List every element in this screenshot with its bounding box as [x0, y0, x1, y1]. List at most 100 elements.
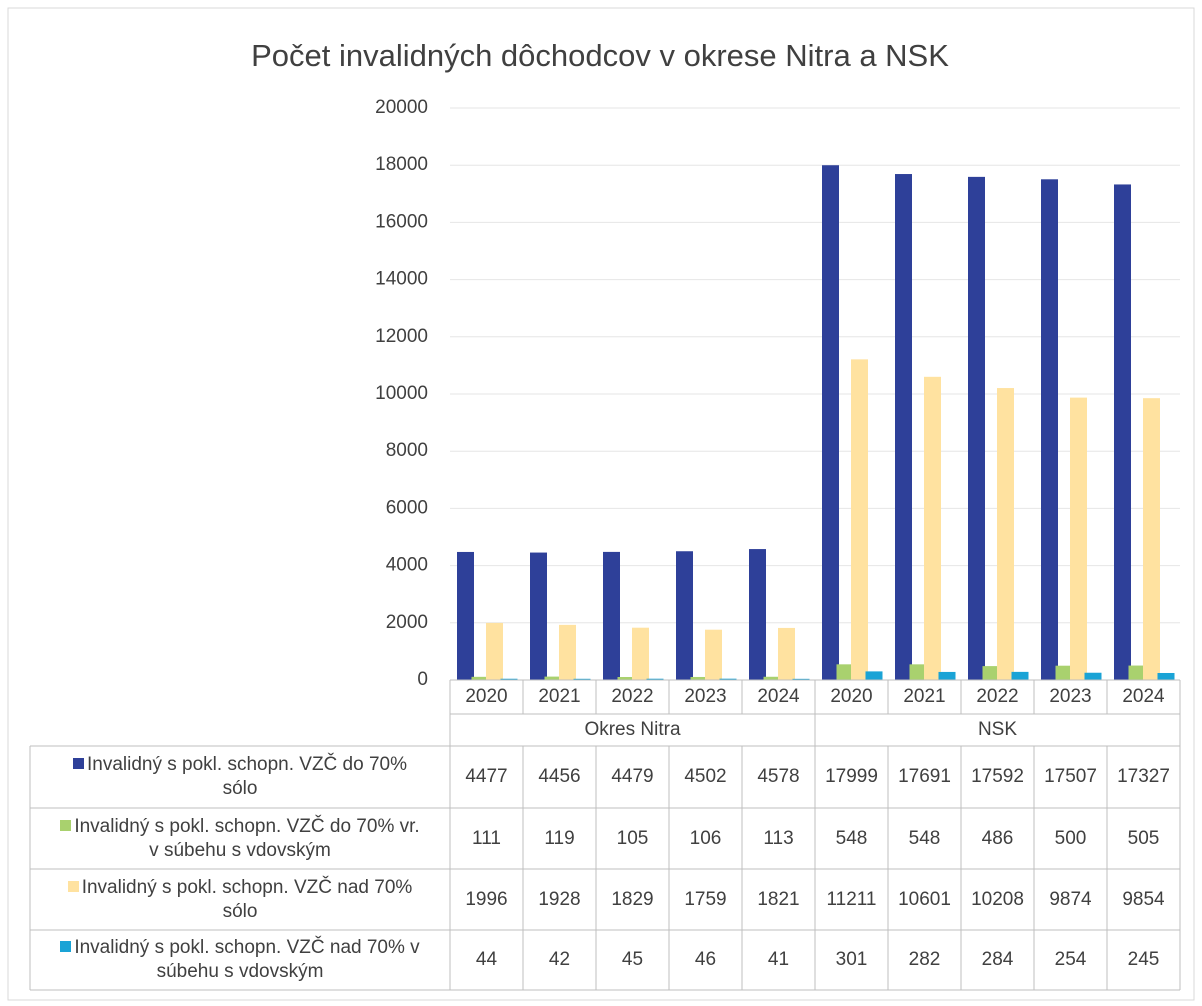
data-table-value: 1829	[611, 888, 654, 910]
bar	[500, 678, 518, 680]
legend-text: Invalidný s pokl. schopn. VZČ do 70% vr.…	[74, 815, 420, 861]
data-table-value: 44	[475, 949, 498, 970]
bar	[719, 678, 737, 680]
y-tick-label: 10000	[375, 383, 428, 404]
data-table-value: 500	[1054, 827, 1087, 849]
bar	[457, 551, 474, 680]
group-label: Okres Nitra	[584, 719, 681, 740]
chart-border	[7, 7, 1195, 1001]
x-tick-label: 2021	[538, 686, 581, 707]
data-table-value: 119	[544, 827, 575, 849]
data-table-value: 1759	[684, 888, 727, 910]
bar	[471, 676, 489, 680]
x-tick-label: 2022	[611, 686, 654, 707]
bar	[690, 676, 708, 680]
data-table-value: 4456	[538, 766, 581, 787]
data-table-value: 548	[908, 827, 941, 849]
bar	[1114, 184, 1131, 680]
bar	[617, 676, 635, 680]
legend-wrap: Invalidný s pokl. schopn. VZČ do 70% sól…	[55, 753, 425, 801]
data-table-value: 113	[763, 827, 794, 849]
data-table-value: 105	[616, 827, 649, 849]
bar	[792, 678, 810, 680]
data-table-value: 4502	[684, 766, 727, 787]
data-table-value: 254	[1054, 949, 1087, 970]
data-table-value: 486	[981, 827, 1014, 849]
data-table-value: 548	[835, 827, 868, 849]
bar	[865, 671, 883, 680]
bar	[982, 666, 1000, 680]
bar	[924, 376, 941, 680]
y-tick-label: 2000	[386, 612, 428, 633]
legend-wrap: Invalidný s pokl. schopn. VZČ nad 70% só…	[55, 876, 425, 924]
legend-entry: Invalidný s pokl. schopn. VZČ nad 70% só…	[32, 869, 448, 930]
data-table-value: 17507	[1044, 766, 1097, 787]
bar	[573, 678, 591, 680]
bar	[1084, 672, 1102, 680]
x-tick-label: 2021	[903, 686, 946, 707]
bar	[676, 551, 693, 680]
x-tick-label: 2022	[976, 686, 1019, 707]
data-table-value: 245	[1127, 949, 1160, 970]
data-table-value: 17999	[825, 766, 878, 787]
y-tick-label: 8000	[386, 440, 428, 461]
x-tick-label: 2020	[830, 686, 873, 707]
data-table-value: 42	[548, 949, 571, 970]
data-table-value: 1928	[538, 888, 581, 910]
bar	[1128, 665, 1146, 680]
y-tick-label: 18000	[375, 154, 428, 175]
legend-key	[60, 941, 72, 952]
group-label: NSK	[977, 719, 1018, 740]
data-table-value: 4477	[465, 766, 508, 787]
data-table-value: 10208	[971, 888, 1024, 910]
data-table-value: 282	[908, 949, 941, 970]
data-table-value: 17592	[971, 766, 1024, 787]
bar	[544, 676, 562, 680]
y-tick-label: 20000	[375, 97, 428, 118]
legend-text: Invalidný s pokl. schopn. VZČ nad 70% v …	[74, 937, 420, 982]
data-table-value: 17327	[1117, 766, 1170, 787]
legend-text: Invalidný s pokl. schopn. VZČ do 70% sól…	[86, 754, 407, 799]
bar	[486, 622, 503, 680]
data-table-value: 4479	[611, 766, 654, 787]
legend-key	[67, 880, 79, 892]
bar	[1143, 398, 1160, 680]
data-table-value: 111	[472, 827, 501, 849]
bar	[646, 678, 664, 680]
data-table-value: 9874	[1049, 888, 1092, 910]
bar	[836, 664, 854, 680]
bar	[778, 627, 795, 680]
data-table-value: 9854	[1122, 888, 1165, 910]
bar	[749, 549, 766, 680]
legend-wrap: Invalidný s pokl. schopn. VZČ nad 70% v …	[55, 936, 425, 984]
bar	[1011, 671, 1029, 680]
bar	[968, 176, 985, 680]
data-table-value: 284	[981, 949, 1014, 970]
legend-entry: Invalidný s pokl. schopn. VZČ nad 70% v …	[32, 930, 448, 990]
data-table-value: 1821	[757, 888, 800, 910]
x-tick-label: 2024	[757, 686, 800, 707]
bar	[559, 624, 576, 680]
legend-key	[60, 819, 72, 831]
data-table-value: 10601	[898, 888, 951, 910]
legend-text: Invalidný s pokl. schopn. VZČ nad 70% só…	[81, 876, 413, 922]
data-table-value: 106	[689, 827, 722, 849]
legend-wrap: Invalidný s pokl. schopn. VZČ do 70% vr.…	[55, 815, 425, 863]
data-table-value: 301	[835, 949, 868, 970]
data-table-value: 45	[621, 949, 644, 970]
y-tick-label: 4000	[386, 555, 428, 576]
legend-key	[72, 758, 84, 769]
bar	[632, 627, 649, 680]
bar	[1157, 672, 1175, 680]
bar	[530, 552, 547, 680]
legend-entry: Invalidný s pokl. schopn. VZČ do 70% vr.…	[32, 808, 448, 869]
x-tick-label: 2023	[1049, 686, 1092, 707]
data-table-value: 17691	[898, 766, 951, 787]
y-tick-label: 0	[417, 669, 428, 690]
bar	[1055, 665, 1073, 680]
bar	[603, 551, 620, 680]
bar	[1070, 397, 1087, 680]
bar	[705, 629, 722, 680]
